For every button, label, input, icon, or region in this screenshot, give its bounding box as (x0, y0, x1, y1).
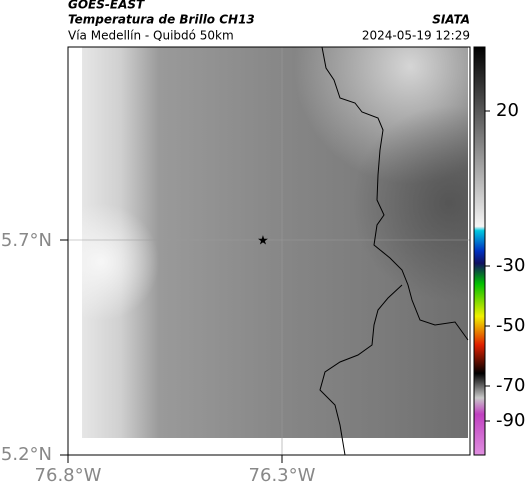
x-tick-label: 76.3°W (249, 465, 316, 486)
y-tick-label: 5.7°N (1, 230, 52, 251)
border-line (319, 46, 469, 456)
colorbar-tick-label: -50 (496, 315, 525, 336)
y-tick-label: 5.2°N (1, 444, 52, 465)
x-tick-label: 76.8°W (35, 465, 102, 486)
colorbar (473, 46, 486, 456)
source: SIATA (432, 13, 470, 27)
map: ★ (67, 46, 471, 456)
colorbar-tick-label: -90 (496, 410, 525, 431)
colorbar-ticks: 20 -30 -50 -70 -90 (485, 100, 525, 431)
satellite-label: GOES-EAST (68, 0, 145, 12)
cloud-region (82, 47, 468, 438)
datetime: 2024-05-19 12:29 (362, 29, 470, 43)
colorbar-tick-label: -70 (496, 375, 525, 396)
map-frame (67, 46, 471, 456)
location-star: ★ (257, 234, 269, 249)
colorbar-tick-label: -30 (496, 255, 525, 276)
subtitle: Vía Medellín - Quibdó 50km (68, 29, 234, 43)
colorbar-tick-label: 20 (496, 100, 519, 121)
title: Temperatura de Brillo CH13 (68, 13, 255, 27)
